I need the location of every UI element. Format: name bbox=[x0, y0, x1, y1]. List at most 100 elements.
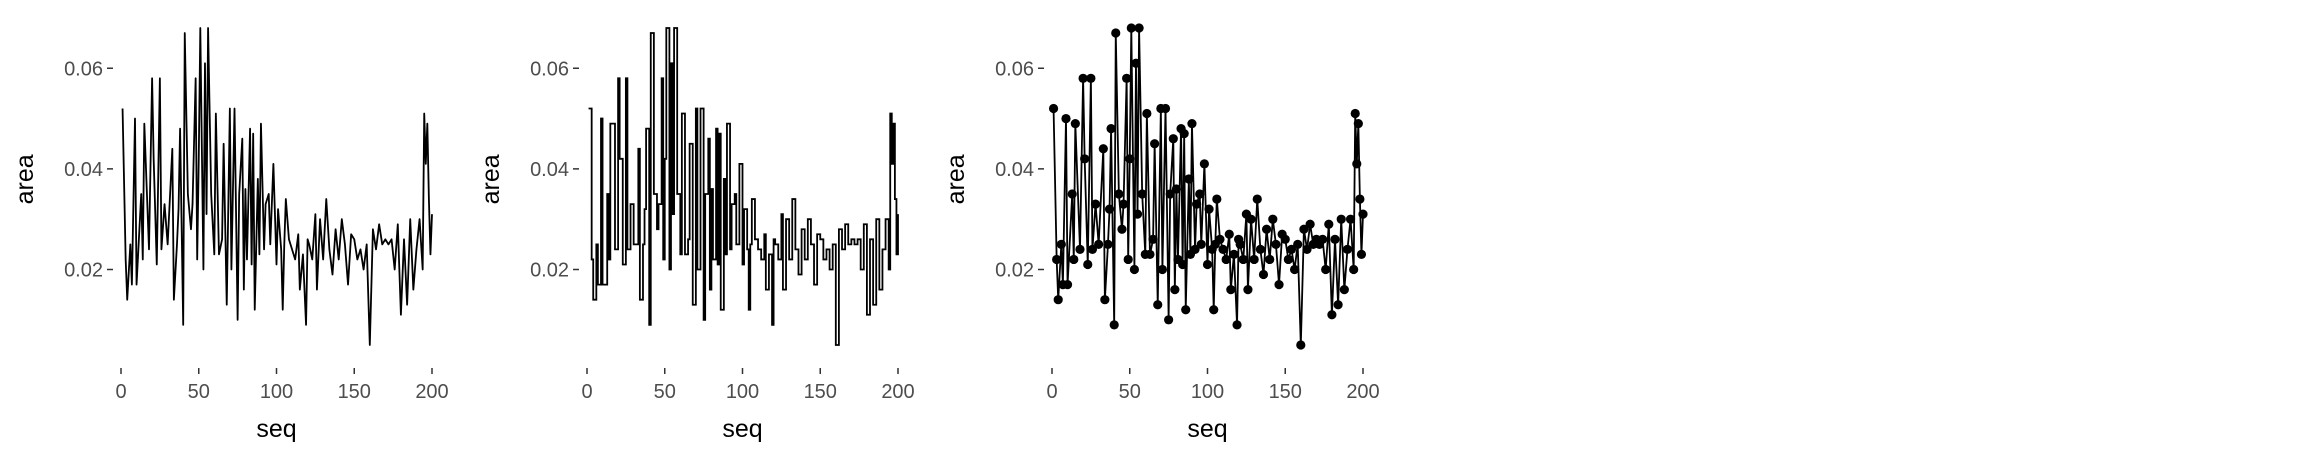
x-tick-label: 100 bbox=[726, 381, 759, 403]
y-tick-label: 0.02 bbox=[64, 260, 103, 282]
y-tick-label: 0.04 bbox=[530, 159, 569, 181]
data-point bbox=[1204, 204, 1214, 214]
data-point bbox=[1190, 244, 1200, 254]
data-point bbox=[1352, 159, 1362, 169]
data-point bbox=[1184, 174, 1194, 184]
x-tick-label: 150 bbox=[1269, 381, 1302, 403]
data-point bbox=[1317, 234, 1328, 244]
data-point bbox=[1125, 154, 1135, 164]
data-point bbox=[1142, 108, 1152, 119]
data-point bbox=[1132, 209, 1143, 219]
y-axis-title: area bbox=[477, 154, 505, 204]
data-point bbox=[1221, 254, 1231, 265]
plot-area bbox=[1048, 23, 1368, 350]
x-tick-label: 150 bbox=[804, 381, 837, 403]
y-tick-label: 0.06 bbox=[64, 58, 103, 80]
data-point bbox=[1114, 189, 1124, 199]
data-point bbox=[1080, 154, 1090, 164]
data-point bbox=[1134, 23, 1144, 33]
data-point bbox=[1333, 300, 1343, 310]
data-point bbox=[1126, 23, 1136, 33]
data-point bbox=[1056, 239, 1066, 249]
y-tick-label: 0.06 bbox=[995, 58, 1034, 80]
data-point bbox=[1048, 103, 1059, 114]
data-point bbox=[1249, 254, 1259, 265]
data-point bbox=[1280, 234, 1290, 244]
data-point bbox=[1109, 320, 1119, 330]
data-point bbox=[1271, 239, 1281, 249]
data-point bbox=[1150, 139, 1160, 149]
data-point bbox=[1111, 28, 1121, 38]
data-point bbox=[1212, 194, 1222, 204]
data-point bbox=[1289, 264, 1300, 275]
data-point bbox=[1299, 224, 1309, 234]
y-axis-title: area bbox=[942, 154, 970, 204]
data-point bbox=[1296, 340, 1306, 350]
data-point bbox=[1181, 305, 1191, 315]
data-point bbox=[1342, 244, 1353, 254]
x-tick-label: 200 bbox=[881, 381, 914, 403]
data-point bbox=[1226, 285, 1236, 295]
x-tick-label: 0 bbox=[1046, 381, 1057, 403]
data-point bbox=[1252, 194, 1262, 204]
x-tick-label: 0 bbox=[115, 381, 126, 403]
data-point bbox=[1224, 229, 1234, 239]
data-point bbox=[1305, 219, 1315, 229]
data-point bbox=[1274, 279, 1284, 290]
data-point bbox=[1232, 320, 1242, 330]
data-point bbox=[1123, 254, 1133, 265]
data-point bbox=[1100, 295, 1110, 305]
x-tick-label: 100 bbox=[260, 381, 293, 403]
data-point bbox=[1353, 118, 1363, 129]
x-tick-label: 50 bbox=[1119, 381, 1141, 403]
x-tick-label: 200 bbox=[1346, 381, 1379, 403]
data-point bbox=[1067, 189, 1077, 199]
data-point bbox=[1324, 219, 1334, 229]
data-point bbox=[1302, 244, 1312, 254]
data-point bbox=[1209, 305, 1219, 315]
x-axis-title: seq bbox=[1187, 415, 1227, 443]
data-point bbox=[1179, 129, 1189, 139]
data-point bbox=[1086, 73, 1096, 83]
data-point bbox=[1215, 234, 1225, 244]
data-point bbox=[1235, 239, 1245, 249]
data-point bbox=[1321, 264, 1331, 275]
data-point bbox=[1358, 209, 1368, 219]
series-line bbox=[1052, 27, 1364, 346]
data-point bbox=[1118, 199, 1129, 209]
data-point bbox=[1165, 189, 1175, 199]
data-point bbox=[1192, 199, 1202, 209]
data-point bbox=[1083, 259, 1093, 270]
data-point bbox=[1345, 214, 1356, 224]
plot-area bbox=[121, 27, 433, 346]
data-point bbox=[1106, 124, 1116, 134]
data-point bbox=[1069, 254, 1079, 265]
data-point bbox=[1268, 214, 1278, 224]
data-point bbox=[1053, 295, 1063, 305]
data-point bbox=[1339, 285, 1349, 295]
data-point bbox=[1327, 310, 1337, 320]
data-point bbox=[1349, 264, 1359, 275]
x-tick-label: 150 bbox=[338, 381, 371, 403]
data-point bbox=[1171, 184, 1181, 194]
data-point bbox=[1104, 204, 1115, 214]
x-tick-label: 0 bbox=[581, 381, 592, 403]
data-point bbox=[1283, 254, 1293, 265]
data-point bbox=[1170, 285, 1180, 295]
data-point bbox=[1168, 134, 1178, 144]
data-point bbox=[1336, 214, 1346, 224]
plot-area bbox=[588, 27, 899, 346]
data-point bbox=[1195, 189, 1205, 199]
data-point bbox=[1355, 194, 1365, 204]
y-tick-label: 0.04 bbox=[64, 159, 103, 181]
series-line bbox=[121, 27, 433, 346]
data-point bbox=[1255, 244, 1265, 254]
data-point bbox=[1087, 244, 1098, 254]
data-point bbox=[1062, 279, 1073, 290]
data-point bbox=[1187, 118, 1197, 129]
data-point bbox=[1145, 249, 1155, 260]
data-point bbox=[1075, 244, 1085, 254]
data-point bbox=[1178, 259, 1188, 270]
data-point bbox=[1157, 264, 1168, 275]
